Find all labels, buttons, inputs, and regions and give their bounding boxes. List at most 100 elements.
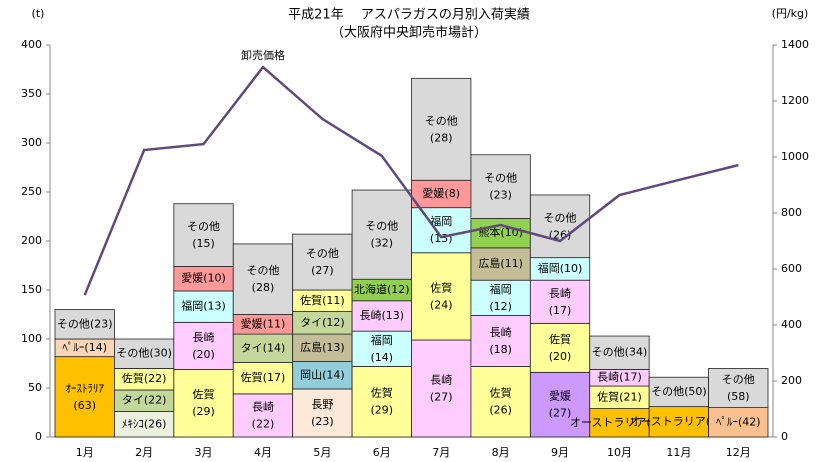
segment-name: 佐賀	[549, 332, 571, 346]
segment-label: 佐賀 (26)	[489, 386, 512, 417]
segment-label: その他 (15)	[187, 220, 220, 250]
segment-share: (12)	[489, 300, 512, 313]
segment-label: その他 (28)	[425, 114, 458, 144]
segment-share: (17)	[549, 304, 572, 317]
segment-share: (12)	[322, 316, 345, 329]
segment-share: (14)	[370, 351, 393, 364]
bar-segment	[411, 207, 472, 254]
segment-name: その他	[544, 211, 577, 224]
y-tick-label: 50	[28, 381, 42, 394]
segment-name: その他	[651, 385, 684, 398]
segment-share: (63)	[73, 399, 96, 412]
segment-name: 佐賀	[597, 389, 619, 403]
chart-subtitle: （大阪府中央卸売市場計）	[331, 25, 487, 41]
x-tick-label: 6月	[373, 446, 391, 459]
segment-name: オーストラリア	[629, 415, 705, 428]
segment-name: 長崎	[359, 308, 381, 322]
segment-name: その他	[187, 220, 220, 233]
segment-label: タイ(22)	[122, 394, 167, 407]
segment-share: (12)	[387, 283, 410, 296]
bar-segment	[529, 322, 591, 373]
segment-label: 福岡 (12)	[489, 282, 512, 313]
segment-label: 愛媛 (27)	[549, 389, 572, 420]
segment-share: (21)	[619, 390, 642, 403]
segment-share: (11)	[263, 317, 286, 330]
segment-label: 佐賀(17)	[241, 370, 286, 384]
segment-share: (42)	[738, 415, 761, 428]
x-tick-label: 2月	[135, 446, 153, 459]
segment-label: 愛媛(8)	[422, 186, 460, 200]
y2-tick-label: 1400	[781, 38, 809, 51]
bar-segment	[470, 154, 531, 219]
segment-label: 岡山(14)	[300, 368, 345, 381]
segment-label: その他 (58)	[722, 373, 755, 403]
bar-segment	[708, 367, 769, 408]
segment-share: (22)	[252, 417, 275, 430]
bar-segment	[351, 366, 412, 438]
bar-segment	[648, 376, 709, 408]
segment-label: 広島(13)	[300, 340, 345, 354]
segment-share: (17)	[619, 371, 642, 384]
bar-segment	[54, 309, 115, 340]
segment-share: (10)	[560, 262, 583, 275]
segment-name: 長崎	[252, 399, 274, 413]
segment-share: (23)	[489, 189, 512, 202]
segment-label: タイ(12)	[300, 316, 345, 329]
segment-name: オーストラリア	[570, 416, 646, 429]
segment-name: 長崎	[430, 372, 452, 386]
segment-share: (13)	[322, 341, 345, 354]
bar-segment	[470, 315, 531, 367]
segment-label: その他 (32)	[365, 220, 398, 250]
segment-name: その他	[484, 172, 517, 185]
segment-label: その他(34)	[592, 346, 648, 359]
segment-label: その他 (27)	[306, 247, 339, 277]
bar-segment	[173, 321, 234, 370]
segment-share: (24)	[430, 298, 453, 311]
segment-name: 佐賀	[193, 387, 215, 401]
segment-share: (13)	[203, 300, 226, 313]
segment-name: 愛媛	[241, 316, 263, 330]
segment-share: (20)	[549, 350, 572, 363]
segment-share: (18)	[489, 343, 512, 356]
segment-label: その他(30)	[116, 347, 172, 360]
x-tick-label: 11月	[666, 446, 691, 459]
segment-name: 福岡	[490, 282, 512, 296]
segment-share: (29)	[192, 405, 215, 418]
bar-segment	[232, 393, 294, 438]
segment-name: 福岡	[371, 333, 393, 347]
segment-label: 愛媛(10)	[181, 271, 226, 285]
segment-share: (23)	[90, 317, 113, 330]
y2-tick-label: 0	[781, 430, 788, 443]
segment-share: (58)	[727, 390, 750, 403]
segment-name: 佐賀	[241, 370, 263, 384]
bar-segment	[708, 407, 769, 438]
segment-label: 長崎 (18)	[489, 325, 512, 356]
segment-share: (32)	[370, 237, 393, 250]
segment-share: (22)	[144, 394, 167, 407]
segment-share: (8)	[444, 187, 460, 200]
x-tick-label: 8月	[492, 446, 510, 459]
bar-segment	[232, 362, 294, 395]
y-tick-label: 0	[35, 430, 42, 443]
y-axis-label: (t)	[32, 7, 45, 20]
segment-name: 広島	[478, 256, 500, 270]
bar-segment	[470, 279, 531, 316]
segment-name: ﾍﾟﾙｰ	[716, 415, 738, 428]
segment-name: 福岡	[181, 299, 203, 313]
segment-label: 佐賀 (29)	[370, 386, 393, 417]
segment-name: 岡山	[300, 368, 322, 381]
segment-label: 愛媛(11)	[241, 316, 286, 330]
segment-label: ﾒｷｼｺ(26)	[122, 417, 167, 430]
y2-tick-label: 400	[781, 318, 802, 331]
x-tick-label: 10月	[607, 446, 632, 459]
y2-tick-label: 200	[781, 374, 802, 387]
segment-name: 北海道	[354, 282, 387, 296]
bar-segment	[411, 339, 472, 438]
segment-share: (28)	[430, 131, 453, 144]
segment-share: (11)	[500, 257, 523, 270]
segment-name: その他	[425, 114, 458, 127]
segment-name: タイ	[300, 316, 322, 329]
y2-tick-label: 800	[781, 206, 802, 219]
x-tick-label: 12月	[726, 446, 751, 459]
price-line	[83, 65, 739, 296]
